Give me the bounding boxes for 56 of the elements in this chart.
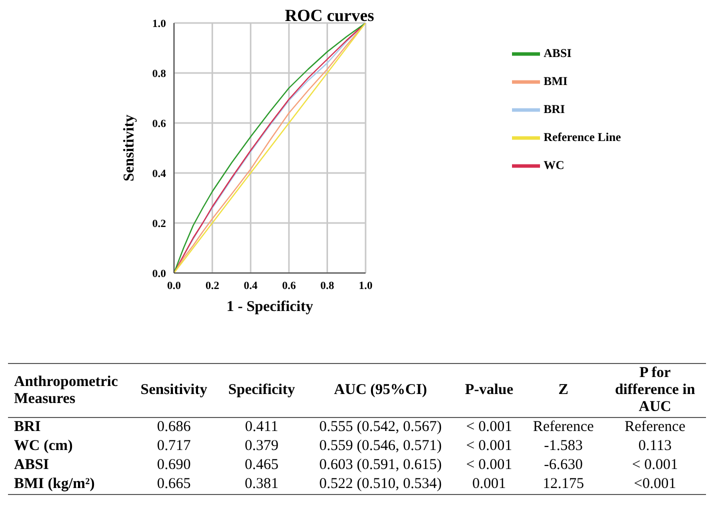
y-tick-label: 0.6 <box>152 118 166 130</box>
category-label: P-value <box>464 381 514 400</box>
text: WC (cm) <box>14 438 73 454</box>
x-tick-label: 0.2 <box>205 280 220 292</box>
text: < 0.001 <box>466 419 512 435</box>
category-label: Z <box>557 381 570 400</box>
text: <0.001 <box>634 476 676 492</box>
legend-label: BMI <box>544 74 568 88</box>
y-tick-label: 0.8 <box>152 68 166 80</box>
x-tick-label: 0.8 <box>320 280 335 292</box>
category-label: AUC (95%CI) <box>333 381 428 400</box>
text: < 0.001 <box>466 438 512 454</box>
text: 0.559 (0.546, 0.571) <box>319 438 442 454</box>
text: Reference <box>624 419 686 435</box>
line-series <box>174 23 366 273</box>
text: 0.717 <box>157 438 191 454</box>
category-label: Specificity <box>227 381 296 400</box>
legend-label: Reference Line <box>544 130 621 144</box>
text: 12.175 <box>542 476 584 492</box>
y-tick-label: 0.4 <box>152 168 166 180</box>
text: Reference <box>532 419 594 435</box>
text: 0.381 <box>244 476 278 492</box>
category-label: Anthropometric Measures <box>13 372 119 408</box>
text: 0.555 (0.542, 0.567) <box>319 419 442 435</box>
legend-label: ABSI <box>544 46 572 60</box>
text: 0.603 (0.591, 0.615) <box>319 457 442 473</box>
y-tick-label: 0.0 <box>152 268 166 280</box>
text: 0.686 <box>157 419 191 435</box>
text: ABSI <box>14 457 50 473</box>
text: < 0.001 <box>466 457 512 473</box>
y-axis-title: Sensitivity <box>121 114 138 182</box>
text: 0.379 <box>244 438 278 454</box>
text: < 0.001 <box>632 457 678 473</box>
text: 0.411 <box>245 419 278 435</box>
x-tick-label: 0.4 <box>244 280 258 292</box>
text: 0.001 <box>472 476 506 492</box>
y-tick-label: 1.0 <box>152 18 166 30</box>
category-label: Sensitivity <box>140 381 208 400</box>
legend-label: BRI <box>544 102 565 116</box>
text: 0.690 <box>157 457 191 473</box>
x-tick-label: 0.0 <box>167 280 182 292</box>
text: 0.665 <box>157 476 191 492</box>
x-tick-label: 1.0 <box>358 280 373 292</box>
y-tick-label: 0.2 <box>152 218 166 230</box>
text: BRI <box>14 419 41 435</box>
x-tick-label: 0.6 <box>282 280 296 292</box>
x-axis-title: 1 - Specificity <box>226 299 314 315</box>
category-label: P for difference in AUC <box>614 364 696 417</box>
legend-label: WC <box>544 158 564 172</box>
text: 0.522 (0.510, 0.534) <box>319 476 442 492</box>
text: 0.465 <box>244 457 278 473</box>
text: BMI (kg/m²) <box>14 476 95 492</box>
text: -1.583 <box>544 438 583 454</box>
text: 0.113 <box>638 438 672 454</box>
chart-title: ROC curves <box>284 6 376 26</box>
text: -6.630 <box>544 457 583 473</box>
